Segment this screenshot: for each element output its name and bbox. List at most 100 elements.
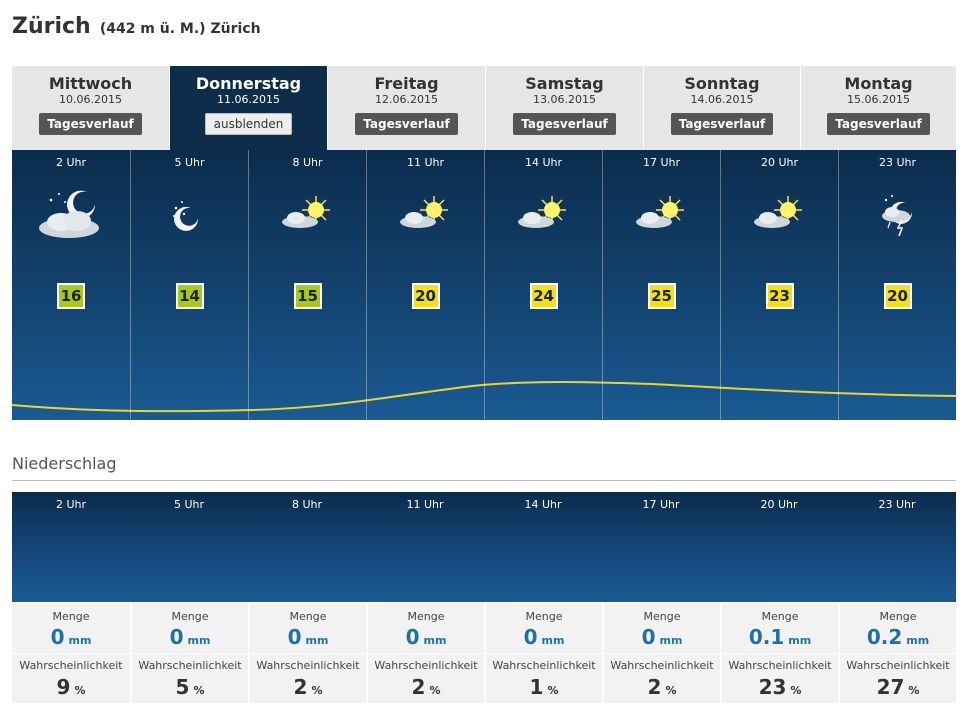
divider <box>486 653 602 654</box>
wahrscheinlichkeit-label: Wahrscheinlichkeit <box>492 659 596 672</box>
menge-number: 0 <box>287 625 302 649</box>
precip-stat-cell: Menge 0 mm Wahrscheinlichkeit 2% <box>248 603 366 703</box>
hour-label: 11 Uhr <box>406 498 444 511</box>
precip-hour-column: 23 Uhr <box>838 492 956 602</box>
wahrscheinlichkeit-label: Wahrscheinlichkeit <box>846 659 950 672</box>
menge-number: 0.1 <box>748 625 785 649</box>
hour-label: 14 Uhr <box>524 498 562 511</box>
tagesverlauf-button[interactable]: Tagesverlauf <box>355 113 458 135</box>
tab-day-name: Donnerstag <box>195 74 302 93</box>
menge-label: Menge <box>407 610 445 623</box>
tab-day-2[interactable]: Freitag 12.06.2015 Tagesverlauf <box>327 66 485 150</box>
precip-stat-cell: Menge 0.2 mm Wahrscheinlichkeit 27% <box>838 603 956 703</box>
divider <box>722 653 838 654</box>
wahrscheinlichkeit-label: Wahrscheinlichkeit <box>256 659 360 672</box>
menge-value: 0.2 mm <box>840 625 956 649</box>
mm-unit: mm <box>788 634 812 647</box>
temperature-badge: 15 <box>293 283 322 309</box>
percent-number: 1 <box>529 675 544 699</box>
cloudy-night-moon-icon <box>39 190 99 238</box>
precip-stat-cell: Menge 0 mm Wahrscheinlichkeit 2% <box>366 603 484 703</box>
percent-unit: % <box>311 684 323 697</box>
mm-unit: mm <box>68 634 92 647</box>
wahrscheinlichkeit-label: Wahrscheinlichkeit <box>374 659 478 672</box>
tab-day-date: 14.06.2015 <box>690 93 754 106</box>
hour-label: 5 Uhr <box>174 156 205 169</box>
hour-label: 5 Uhr <box>173 498 205 511</box>
precip-hour-column: 20 Uhr <box>720 492 838 602</box>
percent-number: 2 <box>293 675 308 699</box>
hour-label: 8 Uhr <box>291 498 323 511</box>
hour-label: 2 Uhr <box>55 498 87 511</box>
ausblenden-button[interactable]: ausblenden <box>204 113 293 135</box>
precip-hour-column: 11 Uhr <box>366 492 484 602</box>
tab-day-5[interactable]: Montag 15.06.2015 Tagesverlauf <box>800 66 956 150</box>
tagesverlauf-button[interactable]: Tagesverlauf <box>827 113 930 135</box>
temperature-badge: 23 <box>765 283 794 309</box>
tab-day-1[interactable]: Donnerstag 11.06.2015 ausblenden <box>169 66 327 150</box>
precip-stat-cell: Menge 0 mm Wahrscheinlichkeit 5% <box>130 603 248 703</box>
wahrscheinlichkeit-label: Wahrscheinlichkeit <box>19 659 123 672</box>
sun-with-cloud-icon <box>399 196 448 228</box>
hour-label: 17 Uhr <box>642 498 680 511</box>
menge-value: 0 mm <box>132 625 248 649</box>
percent-unit: % <box>790 684 802 697</box>
menge-value: 0.1 mm <box>722 625 838 649</box>
divider <box>12 653 130 654</box>
hour-label: 23 Uhr <box>878 498 916 511</box>
tab-day-name: Mittwoch <box>48 74 133 93</box>
divider <box>604 653 720 654</box>
precip-hour-column: 5 Uhr <box>130 492 248 602</box>
precip-stat-cell: Menge 0 mm Wahrscheinlichkeit 1% <box>484 603 602 703</box>
forecast-hour-column: 11 Uhr 20 <box>366 150 484 420</box>
thunderstorm-night-icon <box>881 195 912 237</box>
hour-label: 2 Uhr <box>55 156 87 169</box>
mm-unit: mm <box>659 634 683 647</box>
menge-number: 0 <box>169 625 184 649</box>
menge-number: 0 <box>523 625 538 649</box>
wahrscheinlichkeit-value: 1% <box>486 675 602 699</box>
tab-day-name: Samstag <box>525 74 604 93</box>
menge-label: Menge <box>52 610 90 623</box>
divider <box>250 653 366 654</box>
menge-label: Menge <box>643 610 681 623</box>
percent-unit: % <box>908 684 920 697</box>
percent-unit: % <box>429 684 441 697</box>
mm-unit: mm <box>541 634 565 647</box>
tab-day-date: 11.06.2015 <box>217 93 280 106</box>
percent-number: 2 <box>411 675 426 699</box>
precipitation-title: Niederschlag <box>12 454 117 473</box>
hour-label: 8 Uhr <box>292 156 323 169</box>
percent-number: 2 <box>647 675 662 699</box>
menge-label: Menge <box>525 610 563 623</box>
menge-number: 0 <box>50 625 65 649</box>
hour-label: 20 Uhr <box>760 156 799 169</box>
precip-stat-cell: Menge 0 mm Wahrscheinlichkeit 2% <box>602 603 720 703</box>
sun-with-cloud-icon <box>281 196 330 228</box>
wahrscheinlichkeit-label: Wahrscheinlichkeit <box>138 659 242 672</box>
tab-day-name: Freitag <box>374 74 439 93</box>
wahrscheinlichkeit-value: 2% <box>604 675 720 699</box>
tagesverlauf-button[interactable]: Tagesverlauf <box>513 113 616 135</box>
menge-label: Menge <box>879 610 917 623</box>
forecast-hour-column: 20 Uhr 23 <box>720 150 838 420</box>
tab-day-3[interactable]: Samstag 13.06.2015 Tagesverlauf <box>485 66 643 150</box>
tab-day-4[interactable]: Sonntag 14.06.2015 Tagesverlauf <box>643 66 800 150</box>
tagesverlauf-button[interactable]: Tagesverlauf <box>670 113 774 135</box>
divider <box>840 653 956 654</box>
forecast-hour-column: 8 Uhr 15 <box>248 150 366 420</box>
tab-day-0[interactable]: Mittwoch 10.06.2015 Tagesverlauf <box>12 66 169 150</box>
city-altitude: (442 m ü. M.) Zürich <box>99 21 261 37</box>
forecast-hour-column: 14 Uhr 24 <box>484 150 602 420</box>
mm-unit: mm <box>906 634 930 647</box>
tab-day-name: Montag <box>844 74 913 93</box>
divider <box>12 480 956 481</box>
day-tabs: Mittwoch 10.06.2015 Tagesverlauf Donners… <box>12 66 956 150</box>
wahrscheinlichkeit-value: 5% <box>132 675 248 699</box>
temperature-badge: 16 <box>57 283 85 309</box>
tab-day-date: 12.06.2015 <box>375 93 438 106</box>
tagesverlauf-button[interactable]: Tagesverlauf <box>39 113 142 135</box>
wahrscheinlichkeit-label: Wahrscheinlichkeit <box>610 659 714 672</box>
menge-label: Menge <box>289 610 327 623</box>
